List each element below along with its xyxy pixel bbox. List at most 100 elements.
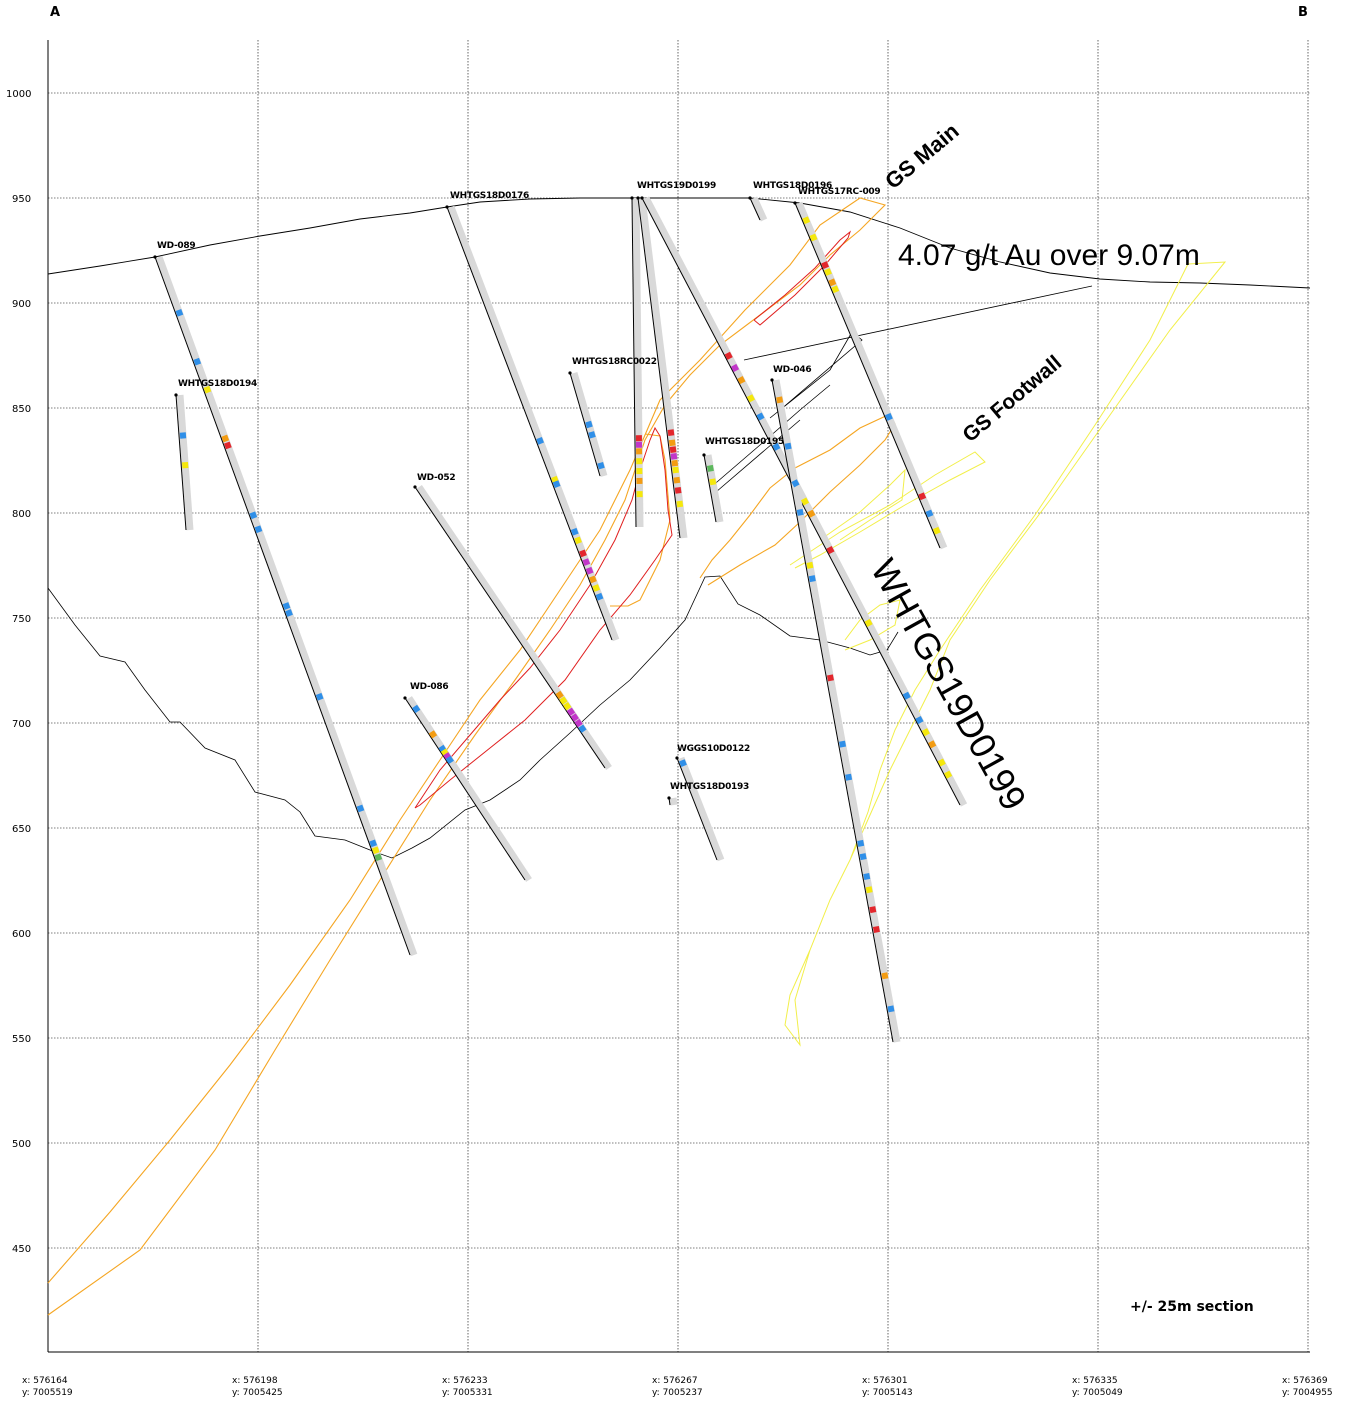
gs-footwall-label: GS Footwall xyxy=(958,351,1066,447)
elevation-label: 1000 xyxy=(6,89,31,100)
assay-interval xyxy=(175,308,184,317)
assay-interval xyxy=(746,394,755,403)
assay-interval xyxy=(791,479,800,488)
weathering-boundary xyxy=(47,575,899,859)
elevation-label: 600 xyxy=(12,929,31,940)
assay-interval xyxy=(857,839,865,847)
assay-interval xyxy=(672,466,679,474)
elevation-label: 500 xyxy=(12,1139,31,1150)
coordinate-axis: x: 576164 y: 7005519 x: 576198 y: 700542… xyxy=(22,1376,1333,1398)
hole-label-wggs10d0122: WGGS10D0122 xyxy=(677,744,750,754)
assay-interval xyxy=(902,691,911,700)
assay-interval xyxy=(579,549,587,558)
northing-label: y: 7005049 xyxy=(1072,1388,1123,1398)
assay-interval xyxy=(925,509,934,518)
assay-interval xyxy=(800,497,810,506)
topography-line xyxy=(47,197,1311,289)
assay-interval xyxy=(369,839,378,848)
easting-label: x: 576335 xyxy=(1072,1376,1118,1386)
assay-interval xyxy=(887,1005,895,1013)
assay-interval xyxy=(585,566,594,575)
assay-interval xyxy=(796,508,804,516)
assay-interval xyxy=(881,972,889,980)
section-corner-b: B xyxy=(1298,5,1308,20)
assay-interval xyxy=(585,420,593,429)
assay-interval xyxy=(559,696,568,705)
northing-label: y: 7004955 xyxy=(1282,1388,1333,1398)
assay-interval xyxy=(884,412,893,421)
hole-label-whtgs18d0176: WHTGS18D0176 xyxy=(450,191,529,201)
drill-trace xyxy=(404,697,526,881)
northing-label: y: 7005519 xyxy=(22,1388,73,1398)
assay-interval xyxy=(676,500,684,508)
assay-interval xyxy=(859,853,867,861)
hole-label-wd-052: WD-052 xyxy=(417,473,455,483)
assay-interval xyxy=(839,740,847,748)
assay-interval xyxy=(937,758,946,767)
assay-interval xyxy=(203,385,212,394)
drill-trace-shadow xyxy=(416,485,612,770)
yellow-zone xyxy=(784,261,1227,1047)
drill-trace-shadow xyxy=(447,205,620,642)
assay-interval xyxy=(588,431,596,439)
drill-trace xyxy=(771,379,894,1043)
assay-interval xyxy=(555,690,564,700)
drill-trace xyxy=(794,202,941,549)
assay-interval xyxy=(285,609,293,617)
assay-intervals xyxy=(175,216,953,1013)
assay-interval xyxy=(872,925,880,933)
assay-interval xyxy=(824,268,832,276)
easting-label: x: 576267 xyxy=(652,1376,698,1386)
assay-interval xyxy=(928,740,937,749)
drill-trace xyxy=(414,486,606,769)
hole-collar xyxy=(445,205,449,209)
assay-interval xyxy=(679,759,687,767)
gs-main-label: GS Main xyxy=(880,118,963,194)
assay-interval xyxy=(589,575,597,584)
assay-interval xyxy=(826,546,835,555)
hole-collar xyxy=(748,196,752,200)
assay-interval xyxy=(865,886,873,894)
assay-interval xyxy=(826,674,834,682)
easting-label: x: 576164 xyxy=(22,1376,68,1386)
assay-interval xyxy=(918,492,927,501)
drill-trace xyxy=(749,197,761,221)
drill-hole-whtgs18d0193 xyxy=(667,796,678,806)
assay-interval xyxy=(371,846,380,855)
assay-interval xyxy=(536,436,544,445)
assay-interval xyxy=(670,453,678,460)
assay-interval xyxy=(254,525,263,534)
elevation-label: 850 xyxy=(12,404,31,415)
assay-interval xyxy=(592,584,601,592)
drill-trace xyxy=(676,757,718,861)
assay-interval xyxy=(821,261,830,270)
elevation-label: 950 xyxy=(12,194,31,205)
assay-interval xyxy=(566,707,576,716)
assay-interval xyxy=(669,446,677,453)
assay-interval xyxy=(808,575,816,583)
hole-label-wd-046: WD-046 xyxy=(773,365,811,375)
assay-interval xyxy=(667,429,675,436)
assay-interval xyxy=(673,476,681,484)
elevation-label: 750 xyxy=(12,614,31,625)
drill-hole-wggs10d0122 xyxy=(675,756,725,862)
assay-interval xyxy=(845,773,853,781)
hole-collar xyxy=(675,756,679,760)
drill-hole-whtgs17rc-009 xyxy=(793,201,948,550)
assay-interval xyxy=(574,536,582,545)
hole-collar xyxy=(636,196,640,200)
hole-collar xyxy=(174,393,178,397)
red-zone xyxy=(414,230,852,809)
assay-interval xyxy=(570,527,579,536)
assay-interval xyxy=(864,618,873,627)
drill-hole-whtgs18d0176 xyxy=(445,205,620,642)
drill-trace xyxy=(569,372,601,477)
easting-label: x: 576369 xyxy=(1282,1376,1328,1386)
section-width-note: +/- 25m section xyxy=(1130,1299,1254,1315)
drill-trace-shadow xyxy=(772,379,901,1043)
assay-interval xyxy=(806,561,814,569)
assay-interval xyxy=(706,464,714,472)
drill-trace xyxy=(631,197,637,528)
hole-label-whtgs18d0193: WHTGS18D0193 xyxy=(670,782,749,792)
